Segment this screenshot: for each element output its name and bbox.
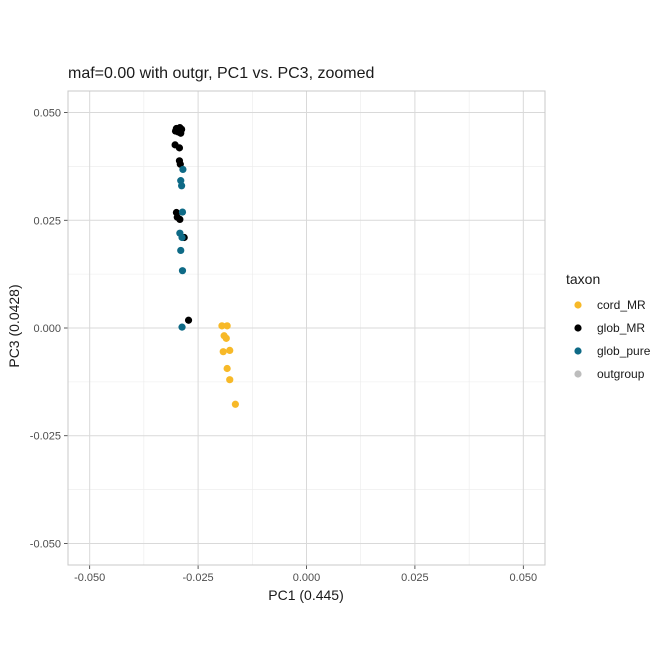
data-point: [179, 165, 187, 174]
data-point: [178, 182, 186, 190]
data-point: [175, 144, 184, 152]
legend-label: cord_MR: [597, 298, 646, 312]
data-point: [177, 129, 185, 137]
legend-item-cord_MR: cord_MR: [574, 298, 646, 312]
data-point: [223, 322, 231, 330]
data-point: [226, 376, 234, 384]
y-tick-label: -0.025: [30, 431, 61, 443]
x-tick-label: -0.025: [182, 572, 213, 584]
legend-title: taxon: [566, 271, 600, 287]
legend-label: glob_MR: [597, 321, 645, 335]
series-cord_MR: [218, 322, 239, 408]
x-tick-label: 0.000: [293, 572, 321, 584]
y-tick-label: 0.050: [33, 108, 61, 120]
series-glob_MR: [171, 124, 193, 324]
y-axis-title: PC3 (0.0428): [6, 284, 22, 367]
data-point: [223, 364, 231, 373]
legend: taxon cord_MR glob_MR glob_pure outgroup: [566, 271, 651, 381]
data-point: [219, 348, 227, 356]
data-point: [178, 208, 187, 216]
data-point: [231, 400, 239, 408]
data-point: [226, 346, 234, 355]
data-point: [222, 334, 230, 342]
x-tick-label: -0.050: [74, 572, 105, 584]
legend-key: [574, 370, 582, 378]
series-glob_pure: [176, 165, 187, 331]
y-tick-label: -0.050: [30, 538, 61, 550]
legend-key: [574, 301, 582, 309]
x-tick-label: 0.025: [401, 572, 429, 584]
x-axis-title: PC1 (0.445): [268, 587, 343, 603]
plot-panel: -0.050 -0.025 0.000 0.025 0.050 -0.050 -0.025 0…: [30, 90, 546, 584]
legend-item-glob_pure: glob_pure: [574, 344, 651, 358]
data-point: [178, 233, 186, 242]
data-point: [178, 323, 186, 331]
legend-key: [574, 347, 582, 355]
panel-border: [67, 90, 546, 566]
chart-title: maf=0.00 with outgr, PC1 vs. PC3, zoomed: [68, 65, 374, 82]
legend-item-glob_MR: glob_MR: [574, 321, 645, 335]
legend-label: outgroup: [597, 367, 645, 381]
data-point: [176, 215, 184, 224]
legend-label: glob_pure: [597, 344, 651, 358]
y-tick-label: 0.025: [33, 215, 61, 227]
data-point: [177, 246, 185, 255]
legend-item-outgroup: outgroup: [574, 367, 645, 381]
y-tick-label: 0.000: [33, 323, 61, 335]
data-point: [218, 322, 226, 330]
data-point: [184, 316, 193, 324]
data-point: [178, 267, 187, 275]
legend-key: [574, 324, 582, 332]
x-tick-label: 0.050: [510, 572, 538, 584]
